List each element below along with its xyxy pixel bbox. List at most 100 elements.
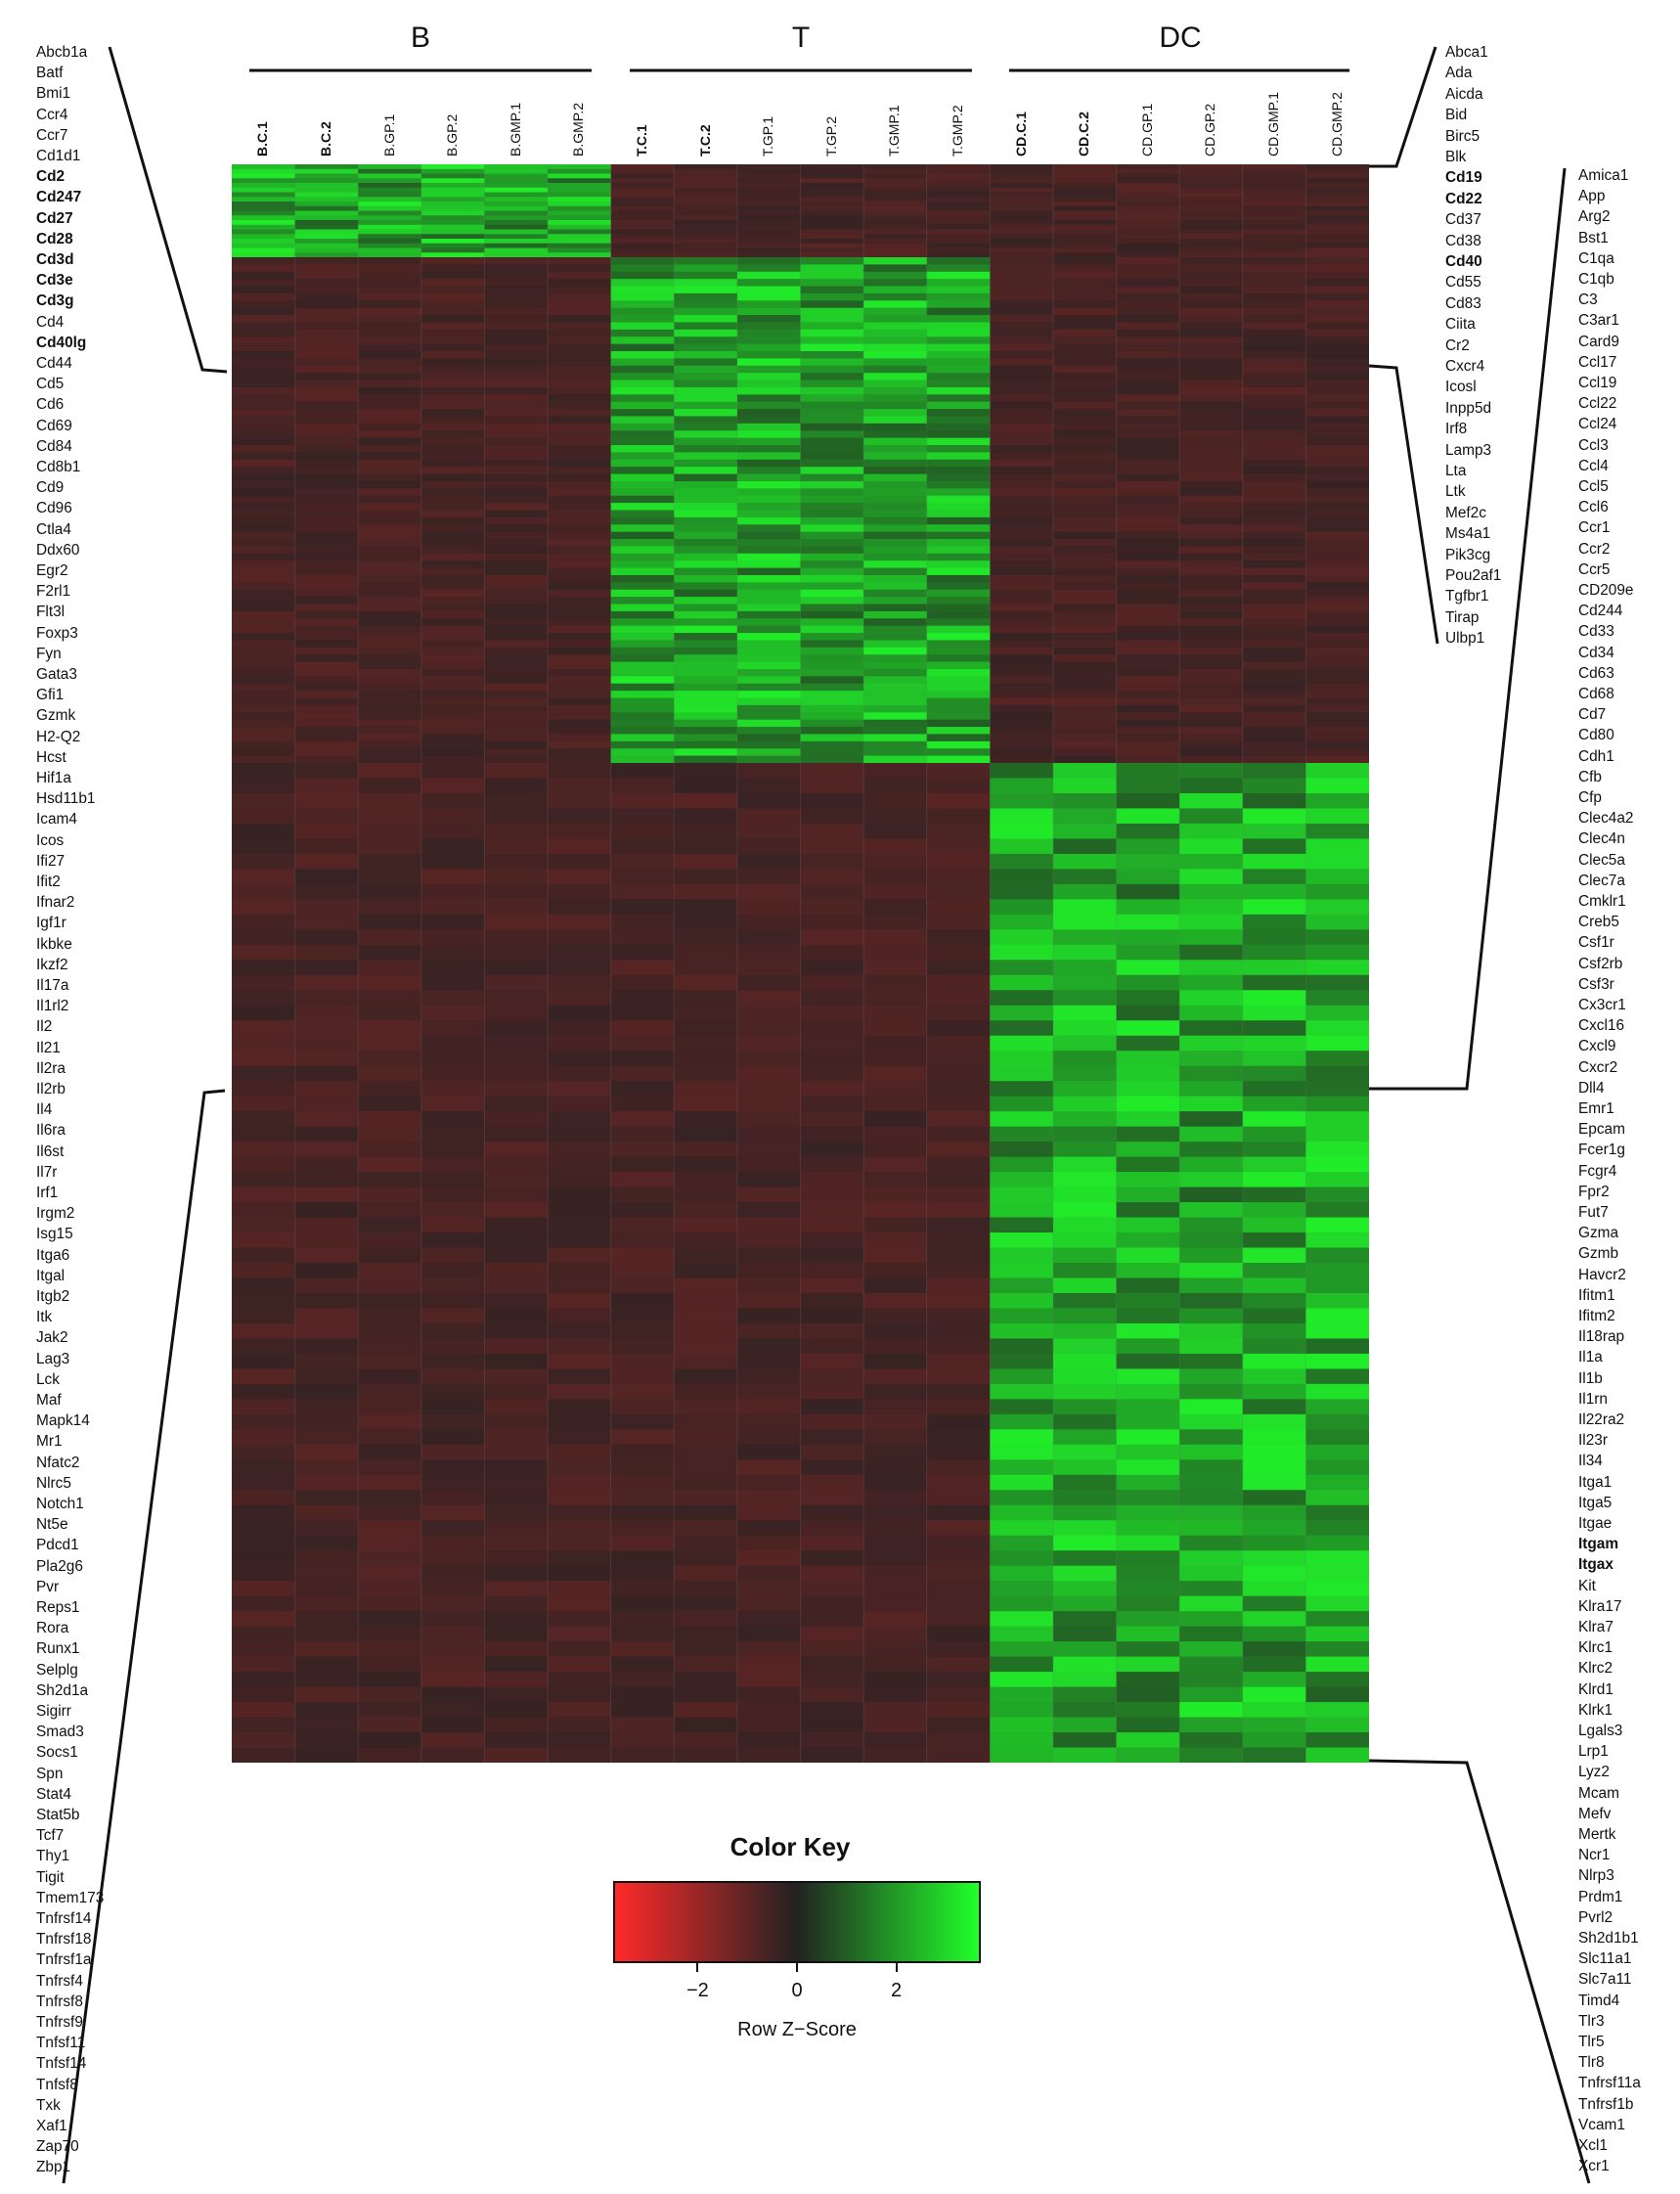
heatmap-cell (484, 668, 549, 677)
gene-label: Mapk14 (36, 1412, 90, 1430)
heatmap-cell (1305, 229, 1369, 235)
heatmap-cell (1052, 792, 1118, 809)
gene-label: Kit (1578, 1577, 1596, 1594)
heatmap-cell (294, 740, 359, 749)
heatmap-cell (294, 1550, 359, 1567)
heatmap-cell (1242, 197, 1306, 202)
heatmap-cell (1242, 1383, 1306, 1400)
heatmap-cell (863, 329, 928, 337)
heatmap-cell (484, 224, 549, 230)
heatmap-cell (420, 1595, 485, 1612)
heatmap-cell (1052, 1126, 1118, 1142)
heatmap-cell (1305, 974, 1369, 991)
heatmap-cell (548, 597, 612, 605)
heatmap-cell (294, 1565, 359, 1582)
heatmap-cell (674, 1413, 738, 1430)
heatmap-cell (294, 574, 359, 583)
heatmap-cell (1052, 531, 1118, 540)
heatmap-cell (294, 510, 359, 518)
heatmap-cell (1242, 459, 1306, 468)
heatmap-cell (232, 257, 296, 265)
heatmap-cell (1242, 401, 1306, 410)
heatmap-cell (484, 712, 549, 721)
heatmap-cell (232, 1626, 296, 1642)
heatmap-cell (610, 178, 675, 184)
heatmap-cell (674, 853, 738, 870)
heatmap-cell (1179, 676, 1244, 685)
heatmap-cell (736, 1656, 801, 1673)
heatmap-cell (1179, 1581, 1244, 1597)
heatmap-cell (1116, 243, 1180, 248)
heatmap-cell (863, 1065, 928, 1082)
heatmap-cell (294, 467, 359, 475)
heatmap-cell (926, 625, 991, 634)
heatmap-cell (610, 719, 675, 728)
heatmap-cell (674, 560, 738, 569)
heatmap-cell (232, 1263, 296, 1278)
heatmap-cell (1052, 322, 1118, 331)
heatmap-cell (926, 1217, 991, 1233)
heatmap-cell (232, 380, 296, 388)
heatmap-cell (1052, 1732, 1118, 1749)
heatmap-cell (926, 416, 991, 425)
heatmap-cell (610, 1126, 675, 1142)
heatmap-cell (1305, 192, 1369, 198)
heatmap-cell (736, 292, 801, 301)
heatmap-cell (232, 205, 296, 211)
heatmap-cell (232, 808, 296, 825)
heatmap-cell (863, 1550, 928, 1567)
heatmap-cell (926, 546, 991, 555)
heatmap-cell (990, 1217, 1054, 1233)
heatmap-cell (1179, 869, 1244, 885)
heatmap-cell (800, 1383, 864, 1400)
heatmap-cell (1179, 1096, 1244, 1112)
heatmap-cell (420, 1656, 485, 1673)
heatmap-cell (1179, 467, 1244, 475)
heatmap-cell (1052, 990, 1118, 1007)
heatmap-cell (800, 974, 864, 991)
heatmap-cell (800, 1581, 864, 1597)
heatmap-cell (1242, 960, 1306, 976)
heatmap-cell (548, 164, 612, 170)
heatmap-cell (232, 712, 296, 721)
heatmap-cell (674, 763, 738, 779)
gene-label: Itgae (1578, 1515, 1613, 1532)
heatmap-cell (420, 1142, 485, 1158)
gene-label: Cd34 (1578, 644, 1614, 661)
heatmap-cell (736, 1732, 801, 1749)
heatmap-cell (674, 416, 738, 425)
heatmap-cell (800, 883, 864, 900)
heatmap-cell (232, 322, 296, 331)
heatmap-cell (358, 488, 422, 497)
heatmap-cell (674, 589, 738, 598)
heatmap-cell (420, 697, 485, 706)
gene-label: Cd3g (36, 292, 74, 310)
heatmap-cell (1052, 734, 1118, 742)
heatmap-cell (926, 778, 991, 794)
heatmap-cell (1179, 373, 1244, 381)
heatmap-cell (232, 1474, 296, 1491)
heatmap-cell (1242, 625, 1306, 634)
heatmap-cell (548, 755, 612, 764)
heatmap-cell (610, 197, 675, 202)
heatmap-cell (800, 633, 864, 641)
heatmap-cell (1179, 1126, 1244, 1142)
heatmap-cell (232, 647, 296, 655)
heatmap-cell (674, 640, 738, 649)
heatmap-cell (548, 960, 612, 976)
heatmap-cell (736, 409, 801, 417)
heatmap-cell (926, 205, 991, 211)
heatmap-cell (863, 610, 928, 619)
heatmap-cell (926, 394, 991, 403)
heatmap-cell (548, 495, 612, 504)
heatmap-cell (610, 234, 675, 240)
heatmap-cell (674, 252, 738, 258)
heatmap-cell (1116, 1732, 1180, 1749)
heatmap-cell (863, 205, 928, 211)
heatmap-cell (863, 358, 928, 367)
heatmap-cell (294, 279, 359, 288)
heatmap-cell (1242, 1732, 1306, 1749)
heatmap-cell (990, 914, 1054, 930)
heatmap-cell (548, 343, 612, 352)
